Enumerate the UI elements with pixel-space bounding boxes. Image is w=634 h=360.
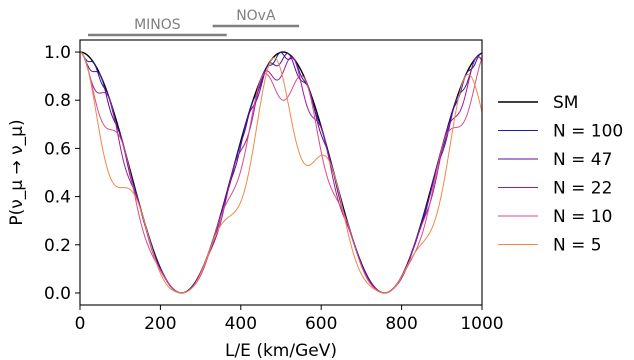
x-tick-label-4: 800	[385, 314, 417, 334]
experiment-label-minos: MINOS	[134, 17, 181, 33]
y-tick-label-3: 0.6	[44, 139, 71, 159]
experiment-label-nova: NOvA	[236, 8, 276, 24]
plot-frame	[79, 39, 483, 306]
legend: SM N = 100 N = 47 N = 22 N = 10 N = 5	[498, 93, 623, 256]
x-axis-label: L/E (km/GeV)	[225, 341, 337, 360]
legend-label-3: N = 22	[553, 179, 612, 199]
series-line-4	[79, 51, 483, 294]
y-axis-ticks: 0.0 0.2 0.4 0.6 0.8 1.0	[44, 43, 80, 304]
legend-label-4: N = 10	[553, 207, 612, 227]
y-tick-label-4: 0.8	[44, 91, 71, 111]
series-curves	[79, 51, 483, 294]
series-line-1	[79, 51, 483, 294]
x-tick-label-1: 200	[144, 314, 176, 334]
series-line-0	[80, 51, 483, 294]
x-tick-label-3: 600	[305, 314, 337, 334]
x-tick-label-5: 1000	[460, 314, 503, 334]
experiment-ranges: MINOS NOvA	[88, 8, 300, 37]
y-axis-label: P(ν_μ → ν_μ)	[7, 119, 27, 225]
y-tick-label-5: 1.0	[44, 43, 71, 63]
series-line-2	[79, 51, 483, 294]
x-axis-ticks: 0 200 400 600 800 1000	[75, 305, 504, 334]
y-tick-label-1: 0.2	[44, 236, 71, 256]
legend-label-0: SM	[553, 93, 578, 113]
legend-label-1: N = 100	[553, 122, 623, 142]
series-line-5	[79, 51, 483, 294]
legend-label-5: N = 5	[553, 236, 602, 256]
y-tick-label-0: 0.0	[44, 284, 71, 304]
x-tick-label-2: 400	[225, 314, 257, 334]
x-tick-label-0: 0	[75, 314, 86, 334]
legend-label-2: N = 47	[553, 150, 612, 170]
series-line-3	[79, 51, 483, 294]
y-tick-label-2: 0.4	[44, 188, 71, 208]
